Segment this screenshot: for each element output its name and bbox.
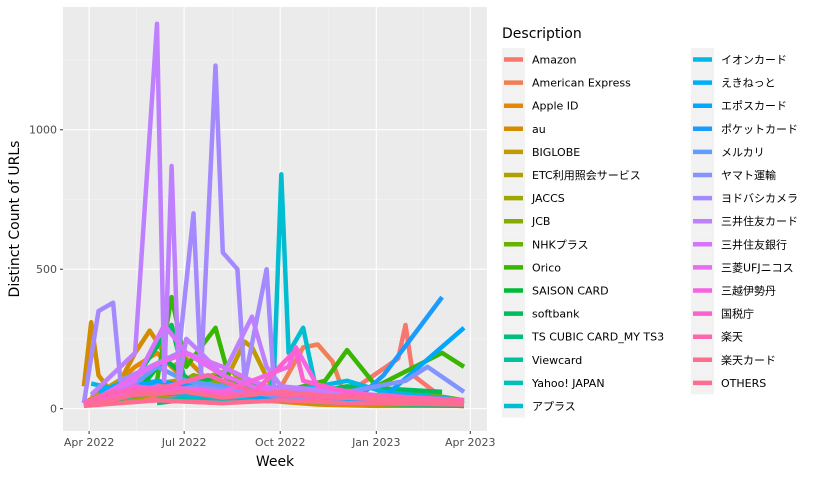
legend-label: Viewcard <box>532 354 582 367</box>
legend-label: softbank <box>532 308 580 321</box>
legend-label: Amazon <box>532 54 576 67</box>
legend-label: TS CUBIC CARD_MY TS3 <box>531 331 664 344</box>
legend-label: えきねっと <box>721 77 776 90</box>
legend-label: 三菱UFJニコス <box>721 261 794 274</box>
x-axis-title: Week <box>256 454 295 470</box>
x-tick-label: Jan 2023 <box>351 436 400 449</box>
legend-label: 三越伊勢丹 <box>721 284 776 298</box>
legend-label: ヤマト運輸 <box>721 168 776 182</box>
legend-label: ヨドバシカメラ <box>721 192 798 205</box>
legend-label: エポスカード <box>721 100 787 113</box>
legend-label: NHKプラス <box>532 238 589 251</box>
legend: Amazon American Express Apple ID au BIGLOBE E… <box>502 48 798 418</box>
legend-title: Description <box>502 26 582 42</box>
legend-label: Apple ID <box>532 100 579 113</box>
axes: Apr 2022 Jul 2022 Oct 2022 Jan 2023 Apr 2023… <box>29 124 496 449</box>
y-tick-label: 0 <box>50 403 57 416</box>
y-tick-label: 500 <box>36 263 57 276</box>
x-tick-label: Apr 2022 <box>64 436 115 449</box>
legend-label: au <box>532 123 546 136</box>
legend-label: BIGLOBE <box>532 146 580 159</box>
legend-label: 楽天カード <box>721 354 776 367</box>
legend-label: 楽天 <box>721 331 743 344</box>
legend-label: JCB <box>531 215 550 228</box>
legend-label: アプラス <box>532 400 576 413</box>
series-line-29 <box>83 389 465 409</box>
legend-label: 国税庁 <box>721 307 754 321</box>
series-lines <box>81 21 466 409</box>
legend-label: ETC利用照会サービス <box>532 169 641 182</box>
x-tick-label: Oct 2022 <box>255 436 306 449</box>
x-tick-label: Jul 2022 <box>161 436 207 449</box>
legend-label: ポケットカード <box>721 123 798 136</box>
x-tick-label: Apr 2023 <box>445 436 496 449</box>
y-tick-label: 1000 <box>29 124 57 137</box>
legend-label: 三井住友銀行 <box>721 237 787 251</box>
legend-label: イオンカード <box>721 54 787 67</box>
legend-label: メルカリ <box>721 146 765 159</box>
series-line-22 <box>81 63 465 404</box>
series-line-23 <box>89 21 465 406</box>
legend-label: Yahoo! JAPAN <box>531 377 605 390</box>
legend-label: JACCS <box>531 192 565 205</box>
legend-label: OTHERS <box>721 377 766 390</box>
series-line-28 <box>83 372 465 406</box>
legend-label: American Express <box>532 77 631 90</box>
legend-label: Orico <box>532 261 561 274</box>
legend-label: SAISON CARD <box>532 285 609 298</box>
series-line-30 <box>83 398 465 409</box>
legend-label: 三井住友カード <box>721 214 798 228</box>
y-axis-title: Distinct Count of URLs <box>7 141 23 298</box>
